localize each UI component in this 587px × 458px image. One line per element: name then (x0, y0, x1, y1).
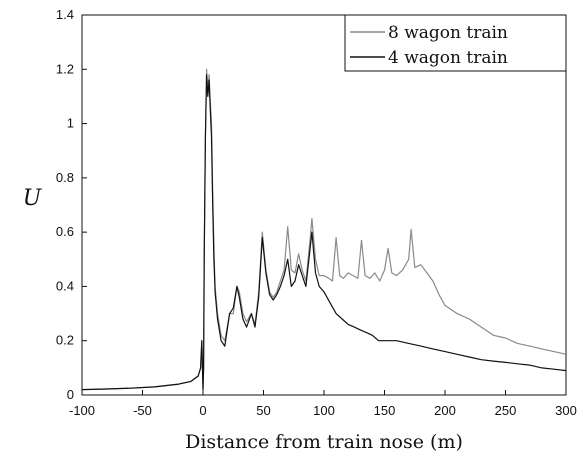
y-axis-label: U (23, 186, 43, 211)
y-tick-label: 0.8 (56, 170, 74, 185)
x-tick-label: 250 (495, 403, 517, 418)
x-tick-label: 0 (199, 403, 206, 418)
legend: 8 wagon train 4 wagon train (344, 14, 567, 72)
x-axis-ticks: -100 -50 0 50 100 150 200 250 300 (69, 390, 577, 418)
y-tick-label: 1.4 (56, 7, 74, 22)
x-tick-label: 50 (256, 403, 270, 418)
x-tick-label: 150 (374, 403, 396, 418)
y-tick-label: 0.6 (56, 224, 74, 239)
x-axis-label: Distance from train nose (m) (185, 431, 463, 453)
series-line-8-wagon (81, 68, 567, 391)
plot-frame (81, 14, 567, 396)
x-tick-label: 300 (555, 403, 577, 418)
y-axis-ticks: 0 0.2 0.4 0.6 0.8 1 1.2 1.4 (56, 7, 87, 402)
series-line-4-wagon (81, 74, 567, 391)
y-tick-label: 0.2 (56, 333, 74, 348)
x-tick-label: 200 (434, 403, 456, 418)
x-tick-label: -50 (133, 403, 152, 418)
x-tick-label: 100 (313, 403, 335, 418)
legend-label-4-wagon: 4 wagon train (388, 48, 508, 68)
y-tick-label: 1.2 (56, 61, 74, 76)
legend-label-8-wagon: 8 wagon train (388, 23, 508, 43)
y-tick-label: 0 (67, 387, 74, 402)
y-tick-label: 0.4 (56, 278, 74, 293)
legend-box (344, 14, 567, 72)
y-tick-label: 1 (67, 116, 74, 131)
x-tick-label: -100 (69, 403, 95, 418)
series-layer (81, 68, 567, 391)
